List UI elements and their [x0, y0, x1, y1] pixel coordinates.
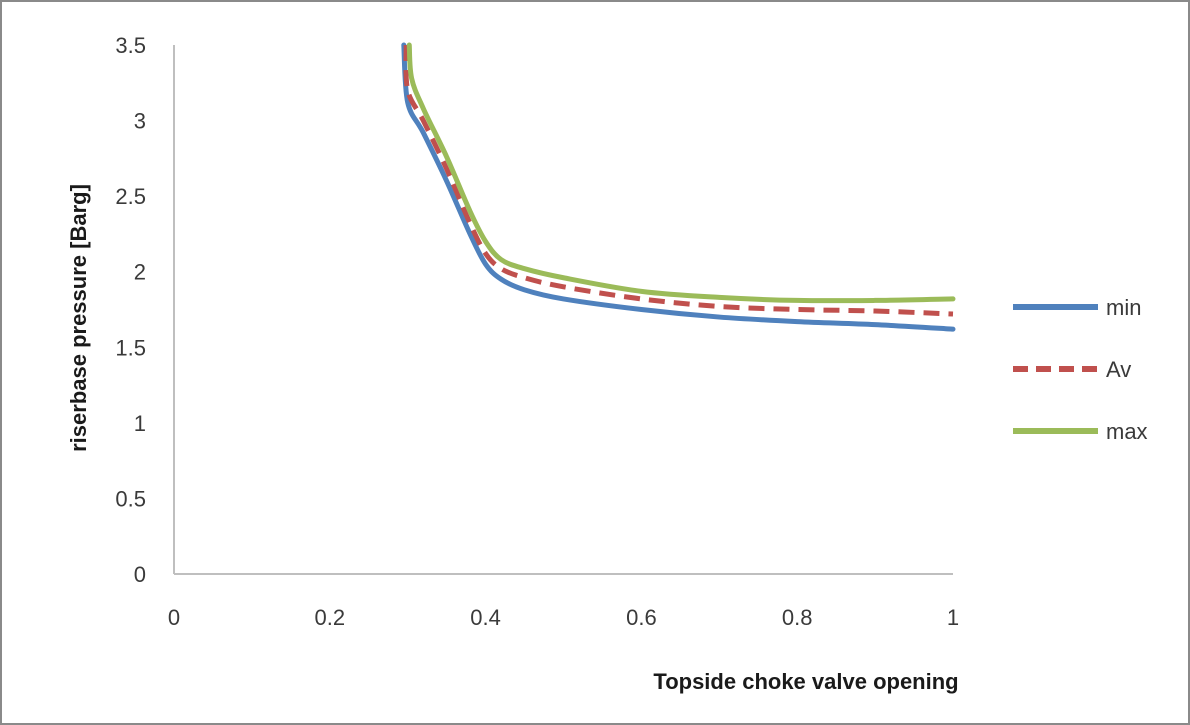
legend: min Av max [1013, 295, 1148, 444]
y-tick-label: 2.5 [115, 184, 146, 209]
legend-label-max: max [1106, 419, 1148, 444]
y-tick-label: 3.5 [115, 33, 146, 58]
x-tick-label: 0.4 [470, 605, 501, 630]
legend-label-min: min [1106, 295, 1141, 320]
x-tick-label: 0.2 [315, 605, 346, 630]
y-tick-label: 1 [134, 411, 146, 436]
x-tick-label: 0.8 [782, 605, 813, 630]
series-line-min [401, 42, 956, 332]
x-tick-label: 0 [168, 605, 180, 630]
y-tick-label: 0.5 [115, 486, 146, 511]
y-tick-labels: 0 0.5 1 1.5 2 2.5 3 3.5 [115, 33, 146, 587]
series-lines [401, 42, 956, 332]
series-line-av [403, 44, 954, 317]
y-axis-title: riserbase pressure [Barg] [66, 184, 91, 452]
x-tick-label: 0.6 [626, 605, 657, 630]
y-tick-label: 3 [134, 109, 146, 134]
x-tick-labels: 0 0.2 0.4 0.6 0.8 1 [168, 605, 959, 630]
y-tick-label: 0 [134, 562, 146, 587]
y-tick-label: 1.5 [115, 335, 146, 360]
y-tick-label: 2 [134, 260, 146, 285]
x-tick-label: 1 [947, 605, 959, 630]
x-axis-title: Topside choke valve opening [653, 669, 958, 694]
series-line-max [406, 42, 956, 304]
axes [173, 45, 953, 575]
legend-label-av: Av [1106, 357, 1131, 382]
